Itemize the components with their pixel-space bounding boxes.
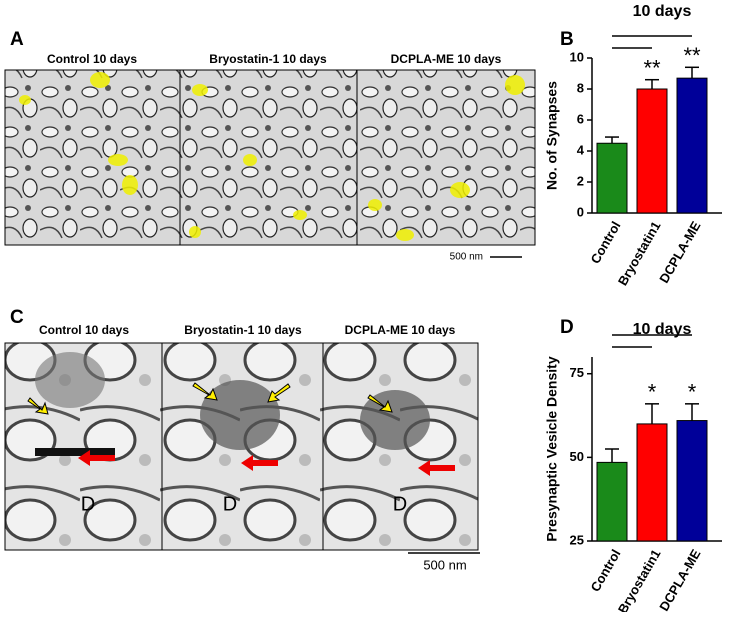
y-axis-label: No. of Synapses [544,81,560,190]
x-tick-label: DCPLA-ME [656,546,703,612]
micrograph [179,69,358,246]
dendrite-label: D [393,493,407,515]
panel-c: C Control 10 days Bryostatin-1 10 days D… [4,307,480,572]
y-tick-label: 25 [570,532,584,547]
x-tick-label: Control [587,547,623,595]
bar [636,423,668,542]
bar [676,420,708,542]
y-tick-label: 2 [577,173,584,188]
image-title: Bryostatin-1 10 days [184,323,302,337]
dendrite-label: D [81,493,95,515]
synapse-highlights [19,72,525,241]
y-axis-label: Presynaptic Vesicle Density [544,356,560,541]
y-tick-label: 0 [577,204,584,219]
significance: ** [643,56,661,81]
image-title: DCPLA-ME 10 days [345,323,456,337]
dendrite-label: D [223,493,237,515]
image-title: Control 10 days [47,52,137,66]
scale-label: 500 nm [423,557,466,572]
image-title: Control 10 days [39,323,129,337]
y-tick-label: 4 [577,142,585,157]
chart-title: 10 days [633,3,692,20]
bar [676,77,708,214]
y-tick-label: 8 [577,80,584,95]
chart-title: 10 days [633,321,692,338]
panel-label: A [10,29,24,50]
panel-label: C [10,307,24,328]
scale-label: 500 nm [450,252,483,263]
panel-label: D [560,317,574,338]
y-tick-label: 10 [570,49,584,64]
panel-a: A Control 10 days Bryostatin-1 10 days D… [4,29,536,263]
y-tick-label: 50 [570,449,584,464]
y-tick-label: 6 [577,111,584,126]
significance: ** [683,43,701,68]
panel-label: B [560,29,574,50]
y-tick-label: 75 [570,365,584,380]
x-tick-label: DCPLA-ME [656,218,703,285]
image-title: DCPLA-ME 10 days [391,52,502,66]
arrows [27,382,455,476]
image-title: Bryostatin-1 10 days [209,52,327,66]
significance: * [688,380,697,405]
micrograph [356,69,536,246]
bar [636,88,668,214]
significance: * [648,380,657,405]
micrograph [4,69,181,246]
x-tick-label: Control [587,219,623,267]
bar [596,461,628,542]
bar [596,142,628,214]
